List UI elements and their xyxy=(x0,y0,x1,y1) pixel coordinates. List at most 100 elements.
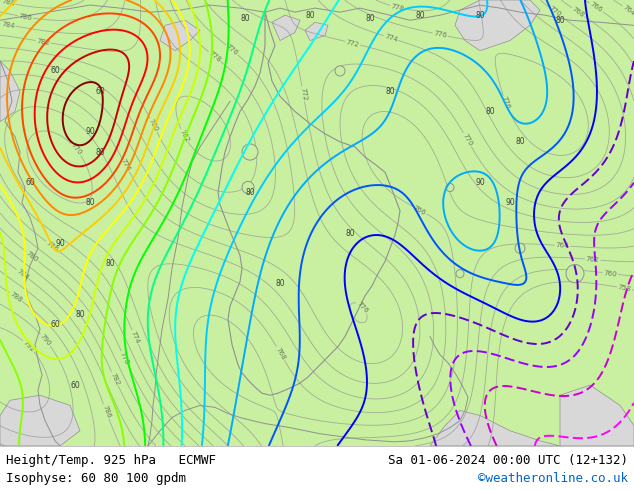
Text: 60: 60 xyxy=(50,67,60,75)
Text: 774: 774 xyxy=(384,33,398,43)
Point xyxy=(0,442,5,450)
Polygon shape xyxy=(0,395,80,446)
Point xyxy=(0,442,5,450)
Circle shape xyxy=(335,66,345,76)
Point xyxy=(0,442,5,450)
Circle shape xyxy=(242,181,254,194)
Text: 776: 776 xyxy=(356,300,370,314)
Text: 786: 786 xyxy=(101,404,112,419)
Text: Isophyse: 60 80 100 gpdm: Isophyse: 60 80 100 gpdm xyxy=(6,472,186,486)
Text: 80: 80 xyxy=(515,137,525,147)
Text: 80: 80 xyxy=(365,14,375,23)
Text: 760: 760 xyxy=(603,270,618,277)
Text: 776: 776 xyxy=(45,240,60,252)
Text: 80: 80 xyxy=(95,147,105,156)
Circle shape xyxy=(456,270,464,278)
Point xyxy=(0,442,5,450)
Text: ©weatheronline.co.uk: ©weatheronline.co.uk xyxy=(477,472,628,486)
Text: 770: 770 xyxy=(461,132,473,147)
Text: 80: 80 xyxy=(415,11,425,20)
Text: 762: 762 xyxy=(586,256,600,263)
Text: 90: 90 xyxy=(475,178,485,187)
Text: 80: 80 xyxy=(240,14,250,23)
Circle shape xyxy=(566,265,584,283)
Text: 788: 788 xyxy=(1,0,15,7)
Text: 764: 764 xyxy=(555,242,569,249)
Text: 774: 774 xyxy=(120,157,131,172)
Text: Sa 01-06-2024 00:00 UTC (12+132): Sa 01-06-2024 00:00 UTC (12+132) xyxy=(387,454,628,466)
Text: 780: 780 xyxy=(25,250,39,263)
Text: 80: 80 xyxy=(105,259,115,268)
Text: 90: 90 xyxy=(55,239,65,248)
Point xyxy=(0,442,5,450)
Text: 60: 60 xyxy=(50,320,60,329)
Circle shape xyxy=(515,243,525,253)
Polygon shape xyxy=(160,20,200,50)
Text: 90: 90 xyxy=(85,127,95,136)
Point xyxy=(0,442,5,450)
Text: 60: 60 xyxy=(25,178,35,187)
Text: 782: 782 xyxy=(109,371,120,386)
Text: 778: 778 xyxy=(119,350,130,366)
Text: 780: 780 xyxy=(148,118,159,133)
Text: 758: 758 xyxy=(618,284,631,293)
Text: 770: 770 xyxy=(70,142,82,156)
Text: 80: 80 xyxy=(485,107,495,116)
Text: 782: 782 xyxy=(178,128,190,143)
Text: 772: 772 xyxy=(346,39,360,48)
Text: 768: 768 xyxy=(275,346,287,361)
Point xyxy=(0,442,5,450)
Text: 772: 772 xyxy=(299,87,307,101)
Point xyxy=(0,442,5,450)
Point xyxy=(0,442,5,450)
Text: 80: 80 xyxy=(245,188,255,197)
Text: 776: 776 xyxy=(225,43,239,56)
Text: 80: 80 xyxy=(555,16,565,25)
Point xyxy=(0,442,5,450)
Text: 776: 776 xyxy=(433,30,448,39)
Text: 80: 80 xyxy=(75,310,85,318)
Text: 80: 80 xyxy=(85,198,95,207)
Circle shape xyxy=(242,144,258,160)
Point xyxy=(0,442,5,450)
Text: 788: 788 xyxy=(9,291,23,303)
Point xyxy=(0,442,5,450)
Text: 790: 790 xyxy=(39,333,52,347)
Polygon shape xyxy=(0,61,20,122)
Text: 784: 784 xyxy=(16,268,30,281)
Text: 80: 80 xyxy=(305,11,315,20)
Text: 778: 778 xyxy=(207,50,222,63)
Point xyxy=(0,442,5,450)
Point xyxy=(0,442,5,450)
Circle shape xyxy=(446,183,454,192)
Point xyxy=(0,442,5,450)
Text: 80: 80 xyxy=(275,279,285,288)
Text: 766: 766 xyxy=(589,1,604,14)
Point xyxy=(0,442,5,450)
Text: 764: 764 xyxy=(622,4,634,17)
Text: 784: 784 xyxy=(1,21,15,29)
Point xyxy=(0,442,5,450)
Text: 770: 770 xyxy=(547,5,562,18)
Text: 60: 60 xyxy=(70,381,80,390)
Text: 792: 792 xyxy=(22,339,36,353)
Polygon shape xyxy=(430,411,560,446)
Text: 776: 776 xyxy=(501,96,511,110)
Polygon shape xyxy=(305,22,328,41)
Text: 80: 80 xyxy=(385,87,395,96)
Polygon shape xyxy=(560,385,634,446)
Point xyxy=(0,442,5,450)
Text: 60: 60 xyxy=(95,87,105,96)
Point xyxy=(0,442,5,450)
Text: 90: 90 xyxy=(505,198,515,207)
Text: 786: 786 xyxy=(18,13,32,21)
Text: 80: 80 xyxy=(345,228,355,238)
Text: 766: 766 xyxy=(412,204,427,216)
Text: 782: 782 xyxy=(36,38,50,46)
Polygon shape xyxy=(455,0,540,50)
Text: 80: 80 xyxy=(476,11,485,20)
Text: Height/Temp. 925 hPa   ECMWF: Height/Temp. 925 hPa ECMWF xyxy=(6,454,216,466)
Text: 768: 768 xyxy=(571,6,586,19)
Text: 778: 778 xyxy=(391,3,405,12)
Polygon shape xyxy=(272,15,300,41)
